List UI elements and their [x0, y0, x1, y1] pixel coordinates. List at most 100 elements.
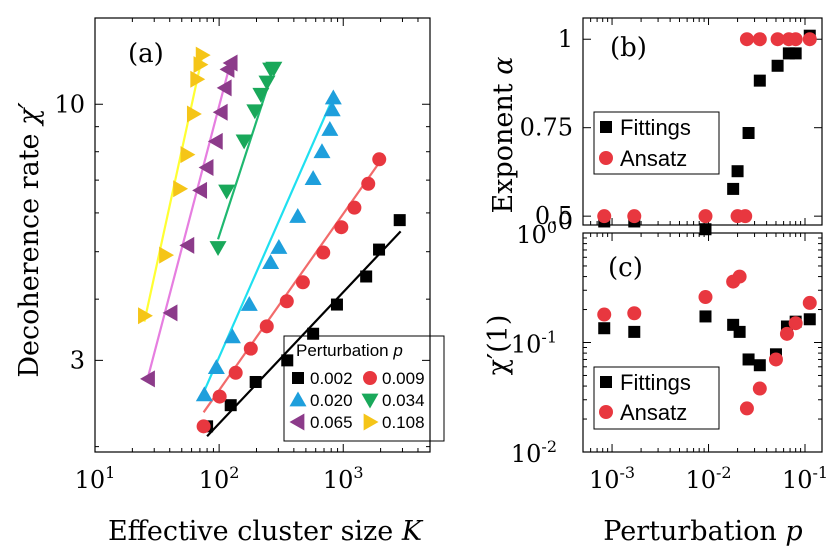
panel-c-xlabel-var: p: [785, 516, 802, 547]
panel-c-point-ansatz: [752, 381, 767, 396]
point-0.009: [347, 200, 362, 215]
panel-c-ylabel: χ′(1): [483, 315, 514, 376]
panel-b-bottom-label: 0: [558, 207, 573, 235]
point-0.034: [218, 184, 236, 200]
point-0.009: [243, 341, 258, 356]
panel-b-point-fittings: [699, 223, 712, 236]
legend-marker-0.034: [361, 393, 379, 409]
panel-b: Exponent α (b) Fittings Ansatz 0.5 0.75 1: [488, 17, 823, 236]
panel-a-legend-title-var: p: [392, 341, 402, 360]
panel-c-point-fittings: [598, 322, 611, 335]
point-0.065: [207, 132, 223, 150]
panel-a-ytick-label: 10: [54, 90, 85, 118]
panel-b-point-fittings: [789, 47, 802, 60]
panel-a-label: (a): [128, 39, 164, 69]
point-0.020: [270, 238, 288, 254]
point-0.034: [235, 134, 253, 150]
point-0.009: [196, 419, 211, 434]
point-0.002: [249, 375, 262, 388]
point-0.009: [334, 220, 349, 235]
panel-b-point-fittings: [731, 165, 744, 178]
legend-label-0.065: 0.065: [310, 413, 353, 432]
panel-b-point-ansatz: [788, 32, 803, 47]
legend-label-0.020: 0.020: [310, 391, 353, 410]
panel-c-ytick-label: 10-1: [511, 328, 557, 359]
panel-b-ytick-label: 1: [558, 25, 573, 53]
panel-b-legend-ansatz-marker: [599, 151, 613, 165]
panel-b-legend-box: [593, 111, 720, 175]
legend-marker-0.065: [289, 413, 305, 431]
legend-label-0.009: 0.009: [382, 369, 425, 388]
panel-a-frame: [94, 17, 431, 453]
panel-c-legend-fittings: Fittings: [620, 370, 691, 395]
panel-a-ylabel-text: Decoherence rate: [14, 133, 45, 377]
panel-c-point-fittings: [742, 353, 755, 366]
point-0.020: [207, 359, 225, 374]
point-0.009: [259, 319, 274, 334]
panel-b-ylabel: Exponent α: [488, 57, 519, 214]
panel-b-ytick-label: 0.75: [520, 114, 573, 142]
panel-c-xlabel: Perturbation p: [603, 516, 802, 547]
panel-a-xtick-label: 103: [323, 463, 364, 494]
panel-b-ytick-label: 0.5: [535, 202, 573, 230]
legend-label-0.034: 0.034: [382, 391, 425, 410]
point-0.034: [246, 104, 264, 120]
point-0.002: [224, 399, 237, 412]
point-0.065: [212, 103, 228, 121]
panel-c-xlabel-text: Perturbation: [603, 516, 777, 547]
point-0.034: [209, 241, 227, 256]
panel-c-legend: Fittings Ansatz: [593, 366, 720, 430]
panel-b-point-ansatz: [738, 209, 753, 224]
panel-c-point-ansatz: [802, 295, 817, 310]
point-0.009: [228, 365, 243, 380]
point-0.065: [216, 79, 232, 97]
point-0.108: [159, 246, 175, 264]
panel-b-point-ansatz: [752, 32, 767, 47]
point-0.002: [373, 243, 386, 256]
panel-c-point-ansatz: [732, 269, 747, 284]
point-0.002: [360, 270, 373, 283]
panel-c-xtick-label: 10-3: [589, 463, 635, 494]
panel-b-point-fittings: [771, 59, 784, 72]
panel-c-point-fittings: [753, 359, 766, 372]
panel-c-label: (c): [608, 253, 643, 283]
legend-marker-0.002: [292, 372, 304, 384]
point-0.009: [279, 294, 294, 309]
point-0.065: [162, 304, 178, 322]
panel-c-legend-ansatz: Ansatz: [620, 400, 687, 425]
panel-b-point-ansatz: [770, 32, 785, 47]
panel-c-point-ansatz: [597, 307, 612, 322]
panel-c-point-ansatz: [627, 306, 642, 321]
panel-c-series: [597, 269, 817, 416]
point-0.020: [324, 89, 342, 105]
legend-marker-0.108: [363, 413, 379, 431]
panel-c-point-ansatz: [698, 290, 713, 305]
point-0.034: [258, 75, 276, 91]
panel-a-legend-title: Perturbation p: [296, 341, 403, 360]
point-0.020: [304, 170, 322, 185]
point-0.002: [393, 214, 406, 227]
panel-c-point-fittings: [628, 325, 641, 338]
panel-a-legend: Perturbation p 0.002 0.009 0.020 0.034 0.065…: [283, 335, 445, 442]
point-0.020: [240, 296, 258, 311]
point-0.065: [198, 158, 214, 176]
panel-b-legend-fittings-marker: [600, 121, 612, 133]
panel-c-point-fittings: [699, 310, 712, 323]
panel-a-ylabel: Decoherence rate χ′: [14, 102, 45, 377]
legend-label-0.002: 0.002: [310, 369, 353, 388]
panel-b-point-ansatz: [739, 32, 754, 47]
panel-c-point-fittings: [803, 313, 816, 326]
panel-c-legend-box: [593, 366, 720, 430]
panel-a-xlabel-var: K: [401, 516, 424, 547]
panel-a-legend-title-text: Perturbation: [296, 341, 389, 360]
point-0.108: [186, 105, 202, 123]
point-0.009: [295, 275, 310, 290]
fit-line-0.002: [206, 230, 402, 437]
panel-a-ytick-label: 3: [70, 346, 85, 374]
point-0.108: [173, 180, 189, 198]
panel-c: χ′(1) Perturbation p (c) Fittings Ansatz…: [483, 207, 828, 547]
panel-b-legend-fittings: Fittings: [620, 115, 691, 140]
panel-b-legend-ansatz: Ansatz: [620, 146, 687, 171]
panel-a: Decoherence rate χ′ Effective cluster si…: [14, 17, 445, 547]
point-0.108: [180, 146, 196, 164]
